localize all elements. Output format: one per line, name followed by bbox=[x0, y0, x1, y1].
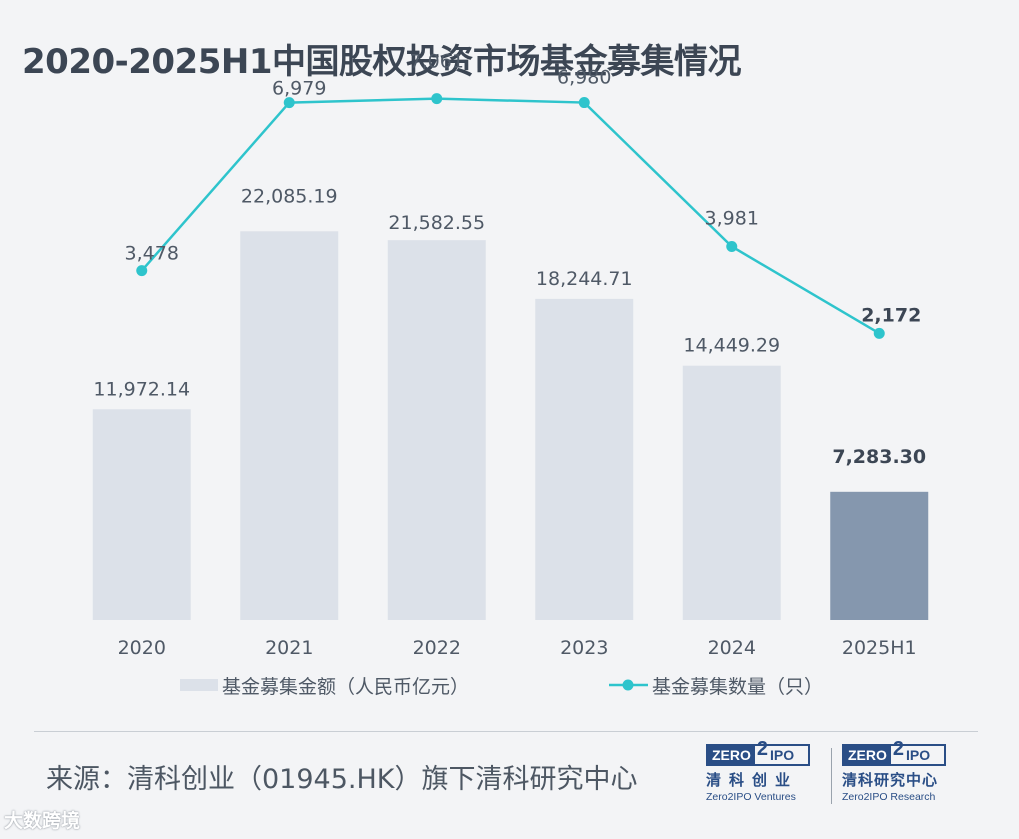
chart: 11,972.14 22,085.19 21,582.55 18,244.71 14,4… bbox=[92, 51, 929, 698]
count-value-label-2023: 6,980 bbox=[557, 67, 611, 89]
count-value-label-2022: 7,061 bbox=[410, 51, 464, 73]
legend-bar-label: 基金募集金额（人民币亿元） bbox=[222, 676, 469, 698]
count-point-2023 bbox=[578, 97, 590, 109]
source-note: 来源：清科创业（01945.HK）旗下清科研究中心 bbox=[46, 764, 638, 795]
count-point-2024 bbox=[726, 241, 738, 253]
chart-title: 2020-2025H1中国股权投资市场基金募集情况 bbox=[22, 42, 741, 82]
x-tick-2024: 2024 bbox=[708, 637, 756, 659]
count-value-label-2025H1: 2,172 bbox=[861, 304, 921, 326]
bar-2020 bbox=[92, 409, 191, 620]
count-line bbox=[140, 97, 880, 335]
bar-2021 bbox=[240, 231, 339, 620]
bar-value-label-2023: 18,244.71 bbox=[536, 268, 633, 290]
bar-2022 bbox=[387, 240, 486, 620]
legend-line-label: 基金募集数量（只） bbox=[652, 676, 823, 698]
count-point-2022 bbox=[431, 93, 443, 105]
bar-value-label-2020: 11,972.14 bbox=[93, 378, 190, 400]
count-value-label-2020: 3,478 bbox=[125, 243, 179, 265]
x-tick-2022: 2022 bbox=[413, 637, 461, 659]
legend-line-marker bbox=[622, 679, 634, 691]
logo-separator bbox=[831, 748, 832, 804]
bar-value-label-2021: 22,085.19 bbox=[241, 185, 338, 207]
watermark: 大数跨境 bbox=[4, 810, 81, 832]
zero2ipo-research-logo: ZERO 2 IPO 清科研究中心 Zero2IPO Research bbox=[842, 738, 962, 810]
bar-2024 bbox=[682, 365, 781, 620]
legend-bar-swatch bbox=[180, 679, 218, 691]
count-point-2020 bbox=[136, 265, 148, 277]
bar-2025H1 bbox=[830, 491, 929, 620]
divider bbox=[34, 731, 978, 732]
x-tick-2023: 2023 bbox=[560, 637, 608, 659]
count-value-label-2024: 3,981 bbox=[705, 208, 759, 230]
count-point-2021 bbox=[283, 97, 295, 109]
bar-value-label-2022: 21,582.55 bbox=[388, 212, 485, 234]
count-value-label-2021: 6,979 bbox=[272, 78, 326, 100]
x-tick-2020: 2020 bbox=[118, 637, 166, 659]
zero2ipo-ventures-logo: ZERO 2 IPO 清科创业 Zero2IPO Ventures bbox=[706, 738, 826, 810]
bar-value-label-2025H1: 7,283.30 bbox=[832, 446, 926, 468]
x-tick-2021: 2021 bbox=[265, 637, 313, 659]
x-tick-2025H1: 2025H1 bbox=[842, 637, 917, 659]
count-point-2025H1 bbox=[873, 327, 885, 339]
bar-2023 bbox=[535, 298, 634, 620]
bar-value-label-2024: 14,449.29 bbox=[683, 335, 780, 357]
